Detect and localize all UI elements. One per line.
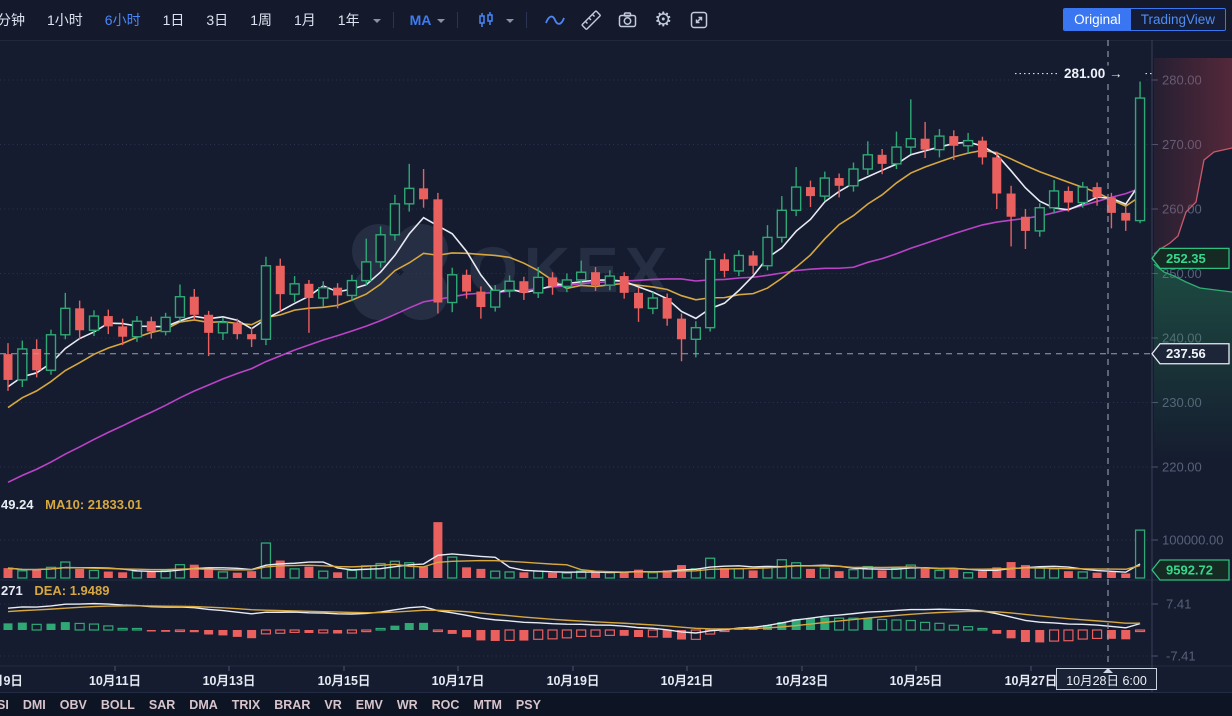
macd-dea-line [7,605,1141,630]
candlestick-icon[interactable] [473,7,499,33]
svg-text:100000.00: 100000.00 [1162,533,1223,548]
macd-dif-line [7,602,1141,634]
indicator-obv[interactable]: OBV [59,698,87,712]
timeframe-5[interactable]: 1周 [250,12,272,28]
indicator-trix[interactable]: TRIX [231,698,261,712]
crosshair [0,40,1152,666]
date-label-7: 10月23日 [775,674,829,688]
macd-dif-value: 271 [1,583,23,598]
timeframe-0[interactable]: 分钟 [0,12,25,28]
tooltip-arrow-icon [1103,663,1113,673]
crosshair-date-text: 10月28日 6:00 [1066,673,1147,688]
volume-ma10-value: MA10: 21833.01 [45,497,143,512]
ma30-line [7,187,1141,484]
chart-toolbar: 分钟 1小时 6小时 1日 3日 1周 1月 1年 MA [0,0,1232,41]
date-label-3: 10月15日 [317,674,371,688]
svg-text:237.56: 237.56 [1166,346,1206,361]
indicator-sar[interactable]: SAR [148,698,176,712]
date-label-9: 10月27日 [1004,674,1058,688]
timeframe-1[interactable]: 1小时 [47,12,83,28]
date-label-5: 10月19日 [546,674,600,688]
date-axis: 10月9日 10月11日 10月13日 10月15日 10月17日 10月19日 10月21… [0,666,1152,692]
indicator-vr[interactable]: VR [324,698,342,712]
timeframe-4[interactable]: 3日 [206,12,229,28]
timeframe-7[interactable]: 1年 [337,12,360,28]
ruler-icon[interactable] [578,7,604,33]
svg-text:281.00 →: 281.00 → [1064,66,1123,81]
chevron-down-icon[interactable] [437,18,446,27]
macd-histogram [3,602,1146,643]
current-volume-badge: 9592.72 [1151,559,1230,581]
toolbar-divider [526,12,528,28]
chart-mode-toggle: Original TradingView [1063,8,1226,31]
toolbar-divider [457,12,459,28]
timeframe-2[interactable]: 6小时 [104,12,141,28]
volume-ma10-line [7,559,1141,573]
last-price-line: 281.00 → [1015,65,1152,82]
indicator-emv[interactable]: EMV [355,698,383,712]
svg-text:252.35: 252.35 [1166,251,1206,266]
toolbar-divider [392,12,394,28]
crosshair-price-badge: 237.56 [1151,343,1230,365]
indicator-dmi[interactable]: DMI [22,698,46,712]
date-label-2: 10月13日 [202,674,256,688]
date-label-1: 10月11日 [88,674,142,688]
date-label-4: 10月17日 [431,674,485,688]
macd-pane-header: 271 DEA: 1.9489 [1,583,109,598]
indicator-wr[interactable]: WR [396,698,418,712]
date-label-8: 10月25日 [889,674,943,688]
macd-dea-value: DEA: 1.9489 [34,583,110,598]
chevron-down-icon[interactable] [372,18,381,27]
date-label-0: 10月9日 [0,674,23,688]
svg-text:9592.72: 9592.72 [1166,563,1213,578]
indicator-roc[interactable]: ROC [431,698,460,712]
camera-icon[interactable] [614,7,640,33]
chart-canvas[interactable]: 280.00270.00260.00250.00240.00230.00220.… [0,40,1232,692]
svg-text:-7.41: -7.41 [1166,649,1196,664]
volume-bars [3,522,1146,579]
indicator-rsi[interactable]: RSI [0,698,9,712]
depth-mid-price-badge: 252.35 [1151,247,1230,269]
timeframe-group: 分钟 1小时 6小时 1日 3日 1周 1月 1年 [0,10,371,30]
ma-selector[interactable]: MA [409,12,432,28]
indicator-tab-bar: RSI DMI OBV BOLL SAR DMA TRIX BRAR VR EMV WR ROC MTM… [0,692,1232,716]
crosshair-date-tooltip: 10月28日 6:00 [1056,668,1157,690]
tab-original[interactable]: Original [1064,9,1131,30]
ma10-line [7,149,1141,409]
svg-text:220.00: 220.00 [1162,460,1202,475]
date-label-6: 10月21日 [660,674,714,688]
line-style-icon[interactable] [542,7,568,33]
okex-watermark: OKEX [352,224,667,320]
timeframe-6[interactable]: 1月 [293,12,316,28]
indicator-boll[interactable]: BOLL [100,698,135,712]
candlesticks [3,73,1146,391]
timeframe-3[interactable]: 1日 [162,12,185,28]
indicator-dma[interactable]: DMA [189,698,218,712]
tab-tradingview[interactable]: TradingView [1130,9,1225,30]
indicator-brar[interactable]: BRAR [274,698,311,712]
svg-text:7.41: 7.41 [1166,596,1191,611]
chevron-down-icon[interactable] [506,18,515,27]
indicator-mtm[interactable]: MTM [473,698,502,712]
gear-icon[interactable]: ⚙ [654,9,673,31]
volume-pane-header: 49.24 MA10: 21833.01 [1,497,142,512]
indicator-psy[interactable]: PSY [515,698,541,712]
fullscreen-icon[interactable] [686,7,712,33]
volume-ma5-value: 49.24 [1,497,34,512]
